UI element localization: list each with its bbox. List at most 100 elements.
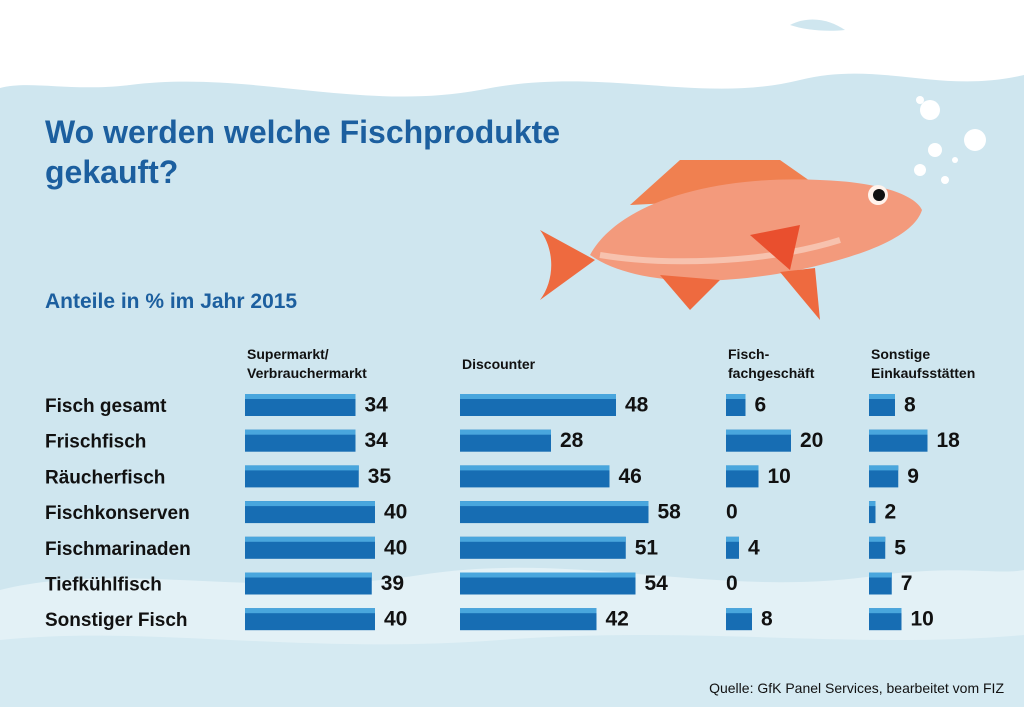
bar-highlight [460, 536, 626, 542]
series-header: Sonstige Einkaufsstätten [871, 346, 976, 381]
value-label: 10 [768, 465, 791, 488]
bar-highlight [869, 572, 892, 578]
value-label: 0 [726, 572, 738, 595]
series-header: Fisch- fachgeschäft [728, 346, 815, 381]
bar [869, 608, 902, 631]
category-label: Tiefkühlfisch [45, 575, 162, 596]
value-label: 40 [384, 608, 407, 631]
value-label: 34 [365, 429, 389, 452]
value-label: 46 [619, 465, 642, 488]
category-label: Fisch gesamt [45, 396, 167, 417]
category-label: Fischkonserven [45, 503, 190, 524]
bar [245, 608, 375, 631]
bar-highlight [245, 536, 375, 542]
fish [540, 160, 922, 320]
category-label: Frischfisch [45, 432, 146, 453]
category-label: Fischmarinaden [45, 539, 191, 560]
bar [460, 572, 636, 595]
bar [726, 465, 759, 488]
value-label: 35 [368, 465, 392, 488]
bar-highlight [869, 429, 928, 435]
bar [726, 394, 746, 416]
value-label: 58 [658, 501, 682, 524]
bar [245, 501, 375, 524]
bar-highlight [245, 572, 372, 578]
value-label: 2 [885, 501, 897, 524]
value-label: 10 [911, 608, 934, 631]
bar [726, 536, 739, 559]
bar [869, 429, 928, 452]
bar [460, 536, 626, 559]
category-label: Räucherfisch [45, 467, 165, 488]
value-label: 39 [381, 572, 404, 595]
source: Quelle: GfK Panel Services, bearbeitet v… [709, 680, 1004, 696]
bar-highlight [460, 465, 610, 471]
bar-highlight [869, 536, 886, 542]
bar [869, 572, 892, 595]
value-label: 7 [901, 572, 913, 595]
bar-highlight [245, 465, 359, 471]
bar-highlight [869, 608, 902, 614]
bar [726, 608, 752, 631]
value-label: 51 [635, 536, 659, 559]
bar [460, 465, 610, 488]
bar [869, 394, 895, 416]
wave-top [0, 0, 1024, 97]
bar [869, 465, 899, 488]
value-label: 8 [761, 608, 773, 631]
bar [245, 572, 372, 595]
bar-highlight [460, 501, 649, 507]
bar-highlight [726, 429, 791, 435]
value-label: 40 [384, 536, 407, 559]
value-label: 4 [748, 536, 760, 559]
bar-highlight [245, 501, 375, 507]
category-label: Sonstiger Fisch [45, 610, 188, 631]
bar [726, 429, 791, 452]
value-label: 42 [606, 608, 629, 631]
bar [460, 608, 597, 631]
series-header: Supermarkt/ Verbrauchermarkt [247, 346, 367, 381]
wave-bottom2 [0, 635, 1024, 707]
value-label: 20 [800, 429, 823, 452]
bar [869, 501, 876, 524]
bar-highlight [245, 394, 356, 399]
value-label: 34 [365, 394, 389, 417]
value-label: 28 [560, 429, 584, 452]
value-label: 8 [904, 394, 916, 417]
bar-highlight [245, 608, 375, 614]
value-label: 0 [726, 501, 738, 524]
value-label: 5 [894, 536, 906, 559]
value-label: 9 [907, 465, 919, 488]
bar-highlight [460, 608, 597, 614]
series-header: Discounter [462, 356, 536, 372]
bar-highlight [869, 501, 876, 507]
bar-highlight [726, 536, 739, 542]
bar-highlight [726, 465, 759, 471]
bar [245, 465, 359, 488]
bubbles [914, 96, 986, 184]
bar-highlight [245, 429, 356, 435]
wave-drop [790, 19, 845, 31]
bar-highlight [726, 608, 752, 614]
bar [460, 501, 649, 524]
bar-highlight [460, 572, 636, 578]
bar-highlight [869, 465, 899, 471]
value-label: 40 [384, 501, 407, 524]
bar [245, 394, 356, 416]
bar [245, 536, 375, 559]
value-label: 18 [937, 429, 961, 452]
bar-highlight [460, 429, 551, 435]
bar-highlight [869, 394, 895, 399]
subtitle: Anteile in % im Jahr 2015 [45, 290, 298, 313]
value-label: 54 [645, 572, 669, 595]
value-label: 6 [755, 394, 767, 417]
bar [460, 394, 616, 416]
bar [245, 429, 356, 452]
bar-highlight [726, 394, 746, 399]
bar-highlight [460, 394, 616, 399]
bar [869, 536, 886, 559]
title: Wo werden welche Fischprodukte gekauft? [45, 114, 561, 190]
bar [460, 429, 551, 452]
